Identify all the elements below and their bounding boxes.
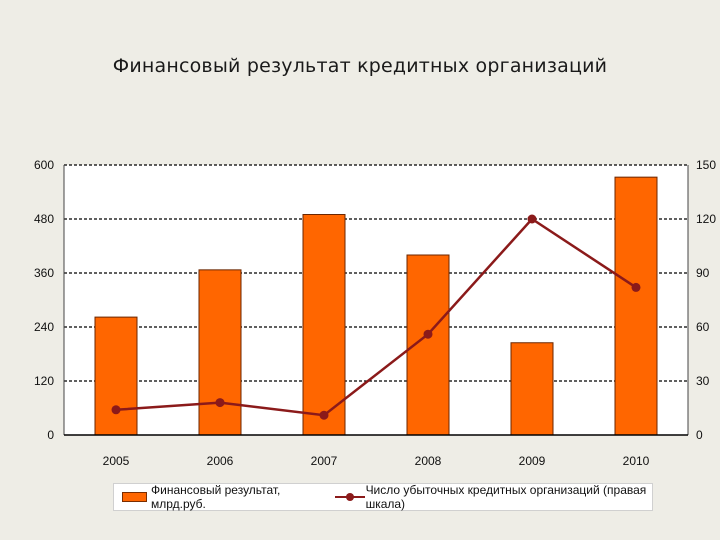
y-right-tick-label: 0	[696, 428, 703, 442]
bar-series	[94, 176, 658, 436]
line-point	[111, 405, 121, 415]
y-left-tick-label: 480	[34, 212, 54, 226]
x-tick-label: 2005	[103, 454, 130, 468]
y-left-tick-label: 120	[34, 374, 54, 388]
y-right-tick-label: 30	[696, 374, 710, 388]
y-left-tick-label: 0	[47, 428, 54, 442]
grid	[64, 164, 688, 435]
x-tick-label: 2006	[207, 454, 234, 468]
bar	[614, 176, 658, 436]
legend-item-line: Число убыточных кредитных организаций (п…	[317, 483, 652, 511]
y-left-tick-label: 360	[34, 266, 54, 280]
bar	[510, 342, 554, 436]
series-line	[115, 217, 637, 417]
legend-item-bar: Финансовый результат, млрд.руб.	[114, 483, 317, 511]
line-series	[111, 214, 641, 420]
line-point	[423, 329, 433, 339]
x-tick-label: 2008	[415, 454, 442, 468]
y-right-tick-label: 90	[696, 266, 710, 280]
legend: Финансовый результат, млрд.руб. Число уб…	[113, 483, 653, 511]
chart-title: Финансовый результат кредитных организац…	[112, 55, 608, 77]
y-right-tick-label: 150	[696, 158, 716, 172]
y-left-tick-label: 240	[34, 320, 54, 334]
y-left-tick-label: 600	[34, 158, 54, 172]
axes	[63, 165, 689, 436]
bar	[94, 316, 138, 436]
tick-labels: 0 120 240 360 480 600 0 30 60 90 120 150 2005 2006 200…	[34, 158, 716, 468]
plot-area	[64, 165, 688, 435]
line-point	[527, 214, 537, 224]
x-tick-label: 2007	[311, 454, 338, 468]
bar	[198, 269, 242, 436]
legend-label-bar: Финансовый результат, млрд.руб.	[151, 483, 281, 511]
line-point	[215, 398, 225, 408]
y-right-tick-label: 60	[696, 320, 710, 334]
x-tick-label: 2009	[519, 454, 546, 468]
line-point	[319, 410, 329, 420]
legend-bar-swatch	[122, 492, 148, 502]
legend-line-swatch	[335, 492, 365, 502]
bar	[406, 254, 450, 436]
x-tick-label: 2010	[623, 454, 650, 468]
legend-label-line: Число убыточных кредитных организаций (п…	[365, 483, 647, 511]
bar	[302, 214, 346, 436]
line-point	[631, 282, 641, 292]
y-right-tick-label: 120	[696, 212, 716, 226]
